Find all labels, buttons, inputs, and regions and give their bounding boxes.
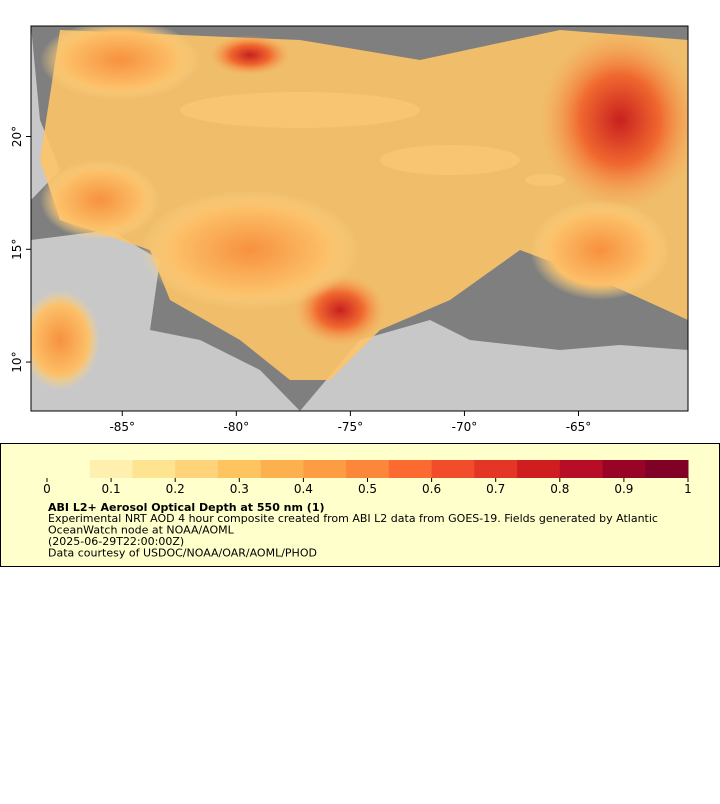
colorbar-tick-label: 0.8	[550, 482, 569, 496]
colorbar-swatch	[388, 460, 433, 478]
legend-line: OceanWatch node at NOAA/AOML	[48, 524, 235, 537]
colorbar-swatch	[559, 460, 604, 478]
colorbar-tick-label: 0.2	[166, 482, 185, 496]
colorbar-tick-label: 0.7	[486, 482, 505, 496]
colorbar-swatch	[303, 460, 347, 478]
colorbar-tick-label: 0.4	[294, 482, 313, 496]
colorbar-tick-label: 0.3	[230, 482, 249, 496]
colorbar-tick-label: 0	[43, 482, 51, 496]
colorbar-tick-label: 0.5	[358, 482, 377, 496]
colorbar-swatch	[47, 460, 91, 478]
colorbar-tick-label: 0.1	[102, 482, 121, 496]
x-tick-label: -75°	[338, 420, 364, 434]
x-tick-label: -85°	[109, 420, 135, 434]
colorbar-swatch	[89, 460, 133, 478]
y-tick-label: 10°	[10, 351, 24, 372]
colorbar-swatch	[517, 460, 561, 478]
colorbar-swatch	[175, 460, 219, 478]
y-tick-label: 15°	[10, 239, 24, 260]
colorbar-tick-label: 0.6	[422, 482, 441, 496]
x-tick-label: -70°	[452, 420, 478, 434]
legend-line: Data courtesy of USDOC/NOAA/OAR/AOML/PHO…	[48, 547, 317, 560]
y-tick-label: 20°	[10, 126, 24, 147]
legend-line: (2025-06-29T22:00:00Z)	[48, 535, 184, 548]
colorbar-swatch	[431, 460, 475, 478]
legend-title: ABI L2+ Aerosol Optical Depth at 550 nm …	[48, 501, 325, 514]
colorbar-swatch	[645, 460, 689, 478]
colorbar-swatch	[346, 460, 390, 478]
x-tick-label: -65°	[566, 420, 592, 434]
map-frame	[30, 25, 689, 412]
colorbar-swatch	[132, 460, 176, 478]
x-tick-label: -80°	[224, 420, 250, 434]
colorbar-tick-label: 1	[684, 482, 692, 496]
colorbar-swatch	[217, 460, 262, 478]
colorbar-tick-label: 0.9	[614, 482, 633, 496]
colorbar-swatch	[474, 460, 518, 478]
map-imagery	[31, 26, 688, 411]
legend-line: Experimental NRT AOD 4 hour composite cr…	[48, 512, 658, 525]
colorbar-swatch	[260, 460, 304, 478]
colorbar-swatch	[602, 460, 646, 478]
